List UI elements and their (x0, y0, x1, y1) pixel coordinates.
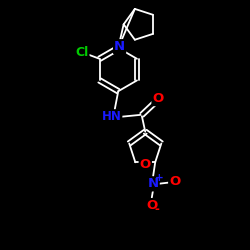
Text: O: O (140, 158, 151, 171)
Text: +: + (155, 173, 164, 183)
Text: -: - (155, 203, 160, 216)
Text: O: O (146, 199, 158, 212)
Text: O: O (152, 92, 164, 105)
Text: O: O (169, 175, 180, 188)
Text: Cl: Cl (75, 46, 88, 59)
Text: N: N (114, 40, 125, 53)
Text: HN: HN (102, 110, 121, 124)
Text: N: N (148, 178, 159, 190)
